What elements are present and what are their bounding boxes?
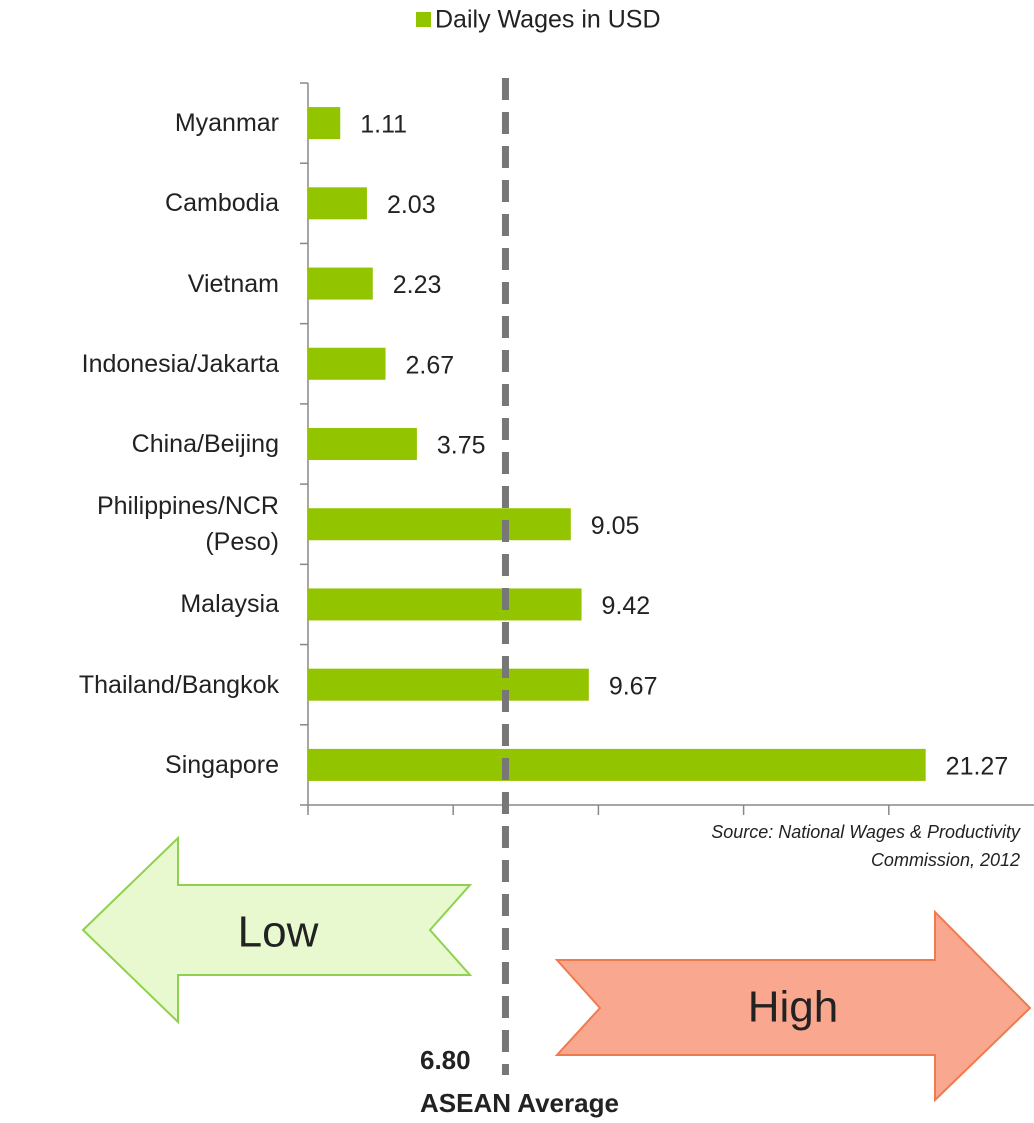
category-label: Singapore	[165, 750, 279, 779]
category-label: Vietnam	[187, 269, 279, 298]
bar	[308, 187, 367, 220]
value-label: 2.03	[387, 191, 436, 219]
value-label: 9.67	[609, 672, 658, 700]
high-label: High	[748, 983, 839, 1032]
high-arrow	[554, 909, 1032, 1103]
bar	[308, 267, 373, 300]
average-value: 6.80	[420, 1045, 471, 1075]
category-label: Cambodia	[165, 189, 279, 218]
value-label: 9.05	[591, 512, 640, 540]
category-label: Myanmar	[174, 109, 279, 138]
bar	[308, 508, 571, 541]
legend-swatch	[416, 12, 431, 27]
average-name: ASEAN Average	[420, 1088, 619, 1118]
bar	[308, 347, 386, 380]
category-label: Philippines/NCR (Peso)	[96, 492, 279, 557]
bar	[308, 107, 341, 140]
value-label: 9.42	[602, 592, 651, 620]
category-label: Indonesia/Jakarta	[81, 349, 279, 378]
source-note: Source: National Wages & Productivity Co…	[711, 822, 1020, 870]
low-arrow	[81, 835, 473, 1025]
low-label: Low	[238, 908, 319, 957]
value-label: 21.27	[946, 752, 1009, 780]
bar	[308, 428, 417, 460]
value-label: 2.67	[406, 351, 455, 379]
bar	[308, 588, 582, 621]
category-label: Malaysia	[180, 590, 279, 619]
category-label: Thailand/Bangkok	[78, 670, 279, 699]
category-label: China/Beijing	[131, 430, 279, 458]
value-label: 2.23	[393, 271, 442, 299]
value-label: 1.11	[360, 111, 407, 139]
bar	[308, 748, 926, 781]
value-label: 3.75	[437, 432, 486, 460]
legend-label: Daily Wages in USD	[435, 6, 661, 34]
bar	[308, 668, 589, 701]
